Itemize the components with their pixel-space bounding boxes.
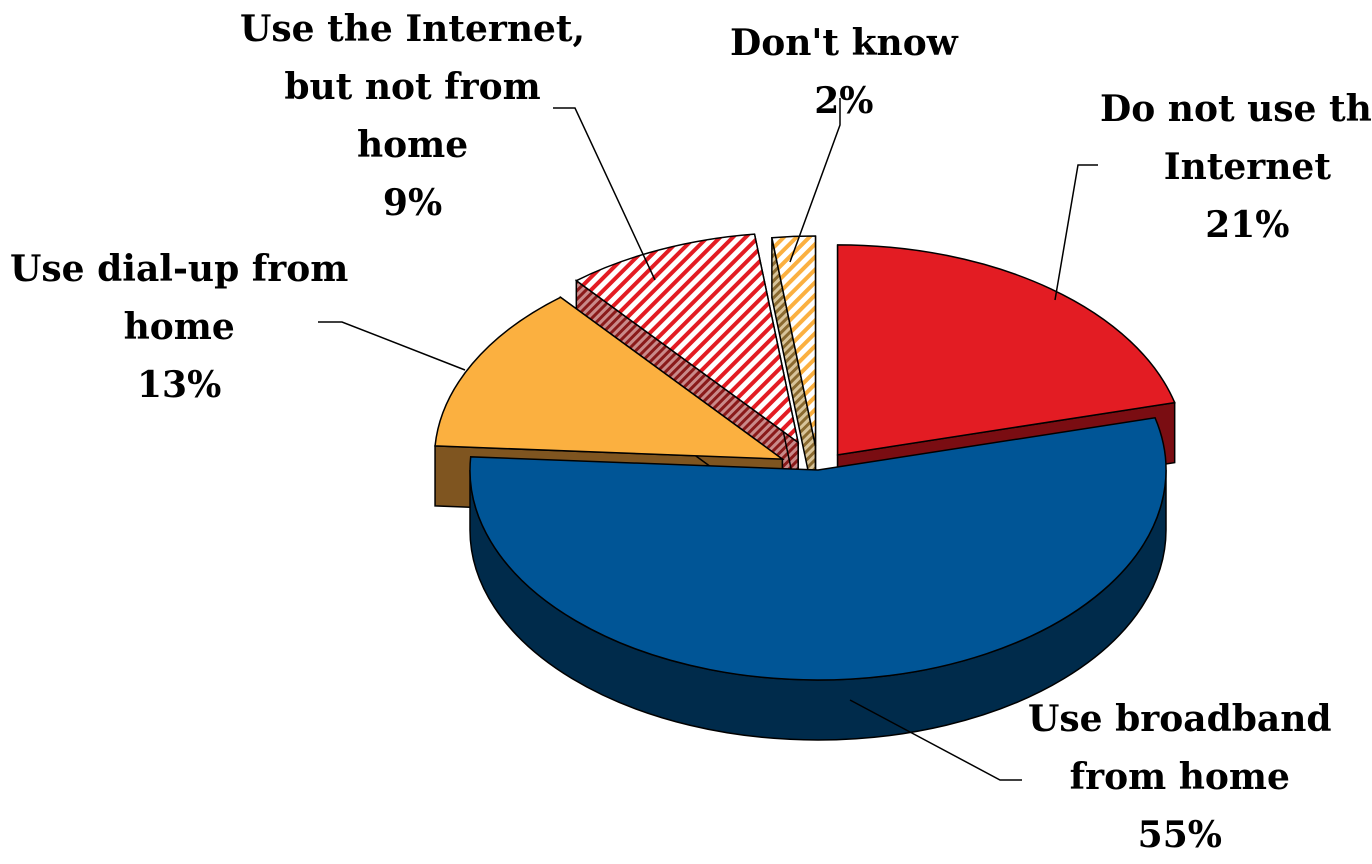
pie-slice-dial-up: [434, 296, 785, 460]
slice-value-label: 2%: [814, 80, 874, 122]
slice-name-line: Don't know: [730, 22, 958, 64]
slice-value-label: 9%: [382, 182, 443, 224]
leader-line-not-from-home: [553, 107, 656, 281]
slice-name-line: Use broadband: [1028, 698, 1332, 740]
pie-slice-dont-know: [770, 235, 817, 447]
slice-name-line: Use the Internet,: [240, 8, 586, 50]
slice-value-label: 21%: [1205, 204, 1290, 246]
slice-label-broadband: Use broadband from home 55%: [1028, 690, 1332, 864]
pie-slice-not-from-home: [574, 233, 800, 445]
slice-value-label: 55%: [1137, 814, 1222, 856]
slice-name-line: from home: [1069, 756, 1290, 798]
leader-line-dont-know: [789, 98, 841, 263]
slice-value-label: 13%: [137, 364, 222, 406]
pie-top-layer: [434, 233, 1176, 681]
leader-lines: [318, 98, 1098, 781]
slice-label-dont-know: Don't know 2%: [730, 14, 958, 130]
leader-line-do-not-use: [1054, 164, 1098, 301]
slice-name-line: but not from: [284, 66, 541, 108]
slice-name-line: home: [356, 124, 469, 166]
slice-name-line: Do not use the: [1100, 88, 1372, 130]
slice-name-line: Internet: [1163, 146, 1331, 188]
slice-label-not-from-home: Use the Internet, but not from home 9%: [240, 0, 585, 232]
leader-line-broadband: [849, 699, 1022, 781]
slice-name-line: Use dial-up from: [10, 248, 349, 290]
pie-slice-do-not-use: [836, 244, 1176, 456]
pie-slice-broadband: [469, 416, 1167, 681]
leader-line-dial-up: [318, 321, 466, 371]
slice-label-do-not-use: Do not use the Internet 21%: [1100, 80, 1372, 254]
slice-name-line: home: [123, 306, 235, 348]
slice-label-dial-up: Use dial-up from home 13%: [10, 240, 348, 414]
